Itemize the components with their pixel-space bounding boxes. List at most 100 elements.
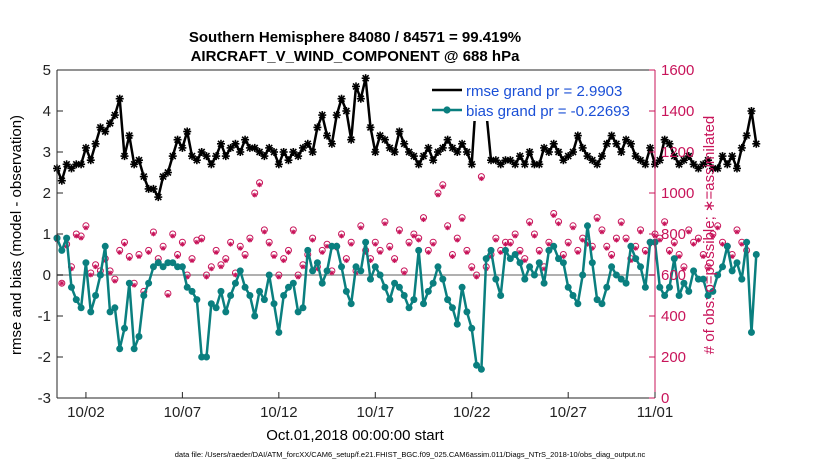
obs-assimilated-point — [377, 250, 383, 255]
obs-assimilated-point — [493, 237, 499, 243]
rmse-point — [718, 152, 727, 161]
bias-point — [92, 292, 100, 299]
obs-assimilated-point — [517, 250, 523, 255]
obs-assimilated-point — [411, 233, 417, 239]
obs-assimilated-point — [189, 258, 195, 264]
obs-assimilated-point — [131, 282, 137, 288]
rmse-point — [115, 94, 124, 103]
rmse-point — [356, 94, 365, 103]
obs-assimilated-point — [343, 258, 349, 264]
bias-point — [294, 308, 302, 316]
bias-point — [82, 259, 90, 267]
legend-bias-marker — [443, 106, 451, 114]
rmse-point — [617, 148, 626, 156]
bias-point — [665, 283, 673, 291]
bias-point — [637, 263, 645, 271]
obs-assimilated-point — [715, 225, 721, 231]
bias-point — [366, 275, 374, 283]
obs-assimilated-point — [247, 237, 253, 243]
bias-point — [579, 271, 587, 279]
rmse-point — [443, 135, 452, 144]
rmse-point — [535, 160, 544, 169]
y-right-tick-label: 1400 — [661, 103, 694, 120]
data-file-footer: data file: /Users/raeder/DAI/ATM_forcXX/… — [175, 450, 646, 459]
obs-assimilated-point — [478, 176, 484, 182]
bias-point — [709, 287, 717, 295]
bias-point — [212, 304, 220, 312]
y-axis-left-label: rmse and bias (model - observation) — [8, 115, 25, 355]
bias-point — [540, 279, 548, 287]
bias-point — [530, 271, 538, 279]
obs-assimilated-point — [107, 270, 113, 276]
bias-point — [198, 353, 206, 361]
legend-box — [428, 76, 649, 121]
rmse-point — [337, 94, 346, 103]
obs-assimilated-point — [228, 241, 234, 247]
bias-point — [395, 283, 403, 291]
bias-point — [482, 255, 490, 263]
y-right-tick-label: 0 — [661, 390, 669, 407]
obs-assimilated-point — [454, 237, 460, 243]
obs-assimilated-point — [642, 250, 648, 255]
obs-assimilated-point — [310, 237, 315, 243]
bias-point — [492, 275, 500, 283]
bias-point — [183, 283, 191, 291]
obs-assimilated-point — [151, 231, 156, 237]
bias-point — [559, 259, 567, 267]
bias-point — [289, 279, 297, 287]
obs-assimilated-point — [729, 254, 735, 259]
rmse-point — [308, 148, 317, 156]
rmse-point — [332, 111, 341, 120]
y-right-tick-label: 1200 — [661, 144, 694, 161]
rmse-point — [670, 152, 679, 161]
bias-point — [101, 242, 109, 250]
bias-point — [231, 279, 239, 287]
rmse-point — [221, 152, 230, 161]
rmse-point — [395, 127, 404, 136]
plot-background — [57, 70, 655, 398]
chart-title-line2: AIRCRAFT_V_WIND_COMPONENT @ 688 hPa — [191, 48, 521, 65]
obs-assimilated-point — [609, 254, 614, 259]
obs-assimilated-point — [560, 254, 566, 259]
obs-assimilated-point — [671, 241, 677, 247]
y-right-tick-label: 1600 — [661, 62, 694, 79]
rmse-point — [270, 148, 279, 156]
bias-point — [468, 324, 476, 332]
rmse-point — [163, 168, 172, 177]
rmse-point — [732, 164, 741, 173]
rmse-point — [554, 148, 563, 156]
obs-assimilated-point — [623, 237, 629, 243]
bias-point — [617, 275, 625, 283]
rmse-point — [241, 135, 250, 144]
obs-assimilated-point — [536, 250, 542, 255]
obs-assimilated-point — [112, 278, 118, 284]
bias-point — [424, 287, 432, 295]
bias-point — [275, 328, 283, 336]
rmse-point — [684, 152, 693, 161]
obs-assimilated-point — [83, 225, 89, 231]
bias-point — [203, 353, 210, 361]
bias-point — [164, 259, 172, 267]
y-right-tick-label: 600 — [661, 267, 686, 284]
bias-point — [222, 308, 230, 316]
bias-point — [256, 287, 264, 295]
obs-assimilated-point — [705, 266, 711, 272]
bias-point — [318, 279, 326, 287]
rmse-point — [655, 156, 664, 165]
obs-assimilated-point — [450, 254, 455, 259]
x-tick-label: 10/02 — [67, 404, 105, 421]
obs-assimilated-point — [503, 241, 508, 247]
bias-point — [333, 242, 341, 250]
x-axis-label: Oct.01,2018 00:00:00 start — [266, 427, 444, 444]
rmse-point — [496, 160, 505, 169]
bias-point — [463, 308, 471, 316]
rmse-point — [274, 160, 283, 169]
rmse-point — [134, 156, 143, 165]
bias-point — [458, 283, 466, 291]
obs-assimilated-point — [122, 241, 127, 247]
bias-point — [453, 320, 461, 328]
obs-possible-point — [58, 279, 66, 287]
obs-assimilated-point — [575, 250, 581, 255]
rmse-point — [371, 148, 380, 156]
bias-point — [564, 283, 572, 291]
